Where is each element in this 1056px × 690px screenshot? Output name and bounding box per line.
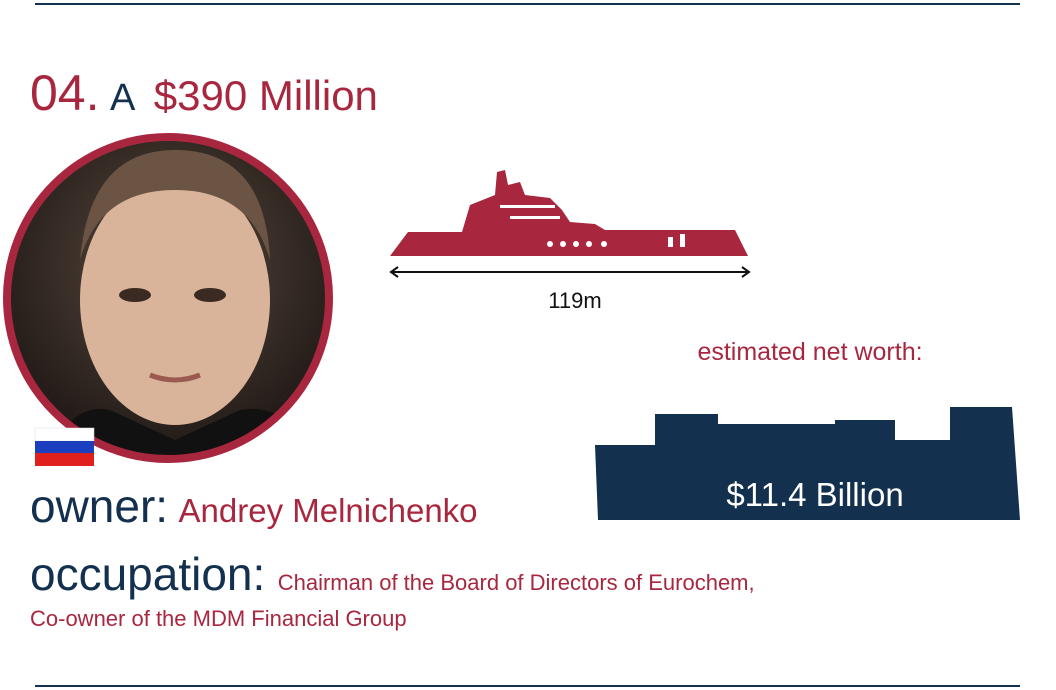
- occupation-text-2: Co-owner of the MDM Financial Group: [30, 606, 407, 631]
- occupation-text-1: Chairman of the Board of Directors of Eu…: [278, 570, 755, 595]
- occupation-line: occupation: Chairman of the Board of Dir…: [30, 548, 755, 600]
- yacht-icon: [390, 170, 748, 256]
- owner-name: Andrey Melnichenko: [179, 492, 478, 529]
- length-arrow: [389, 266, 751, 278]
- owner-line: owner: Andrey Melnichenko: [30, 480, 478, 532]
- title-price: $390 Million: [154, 72, 378, 119]
- net-worth-label: estimated net worth:: [697, 338, 922, 366]
- owner-label: owner:: [30, 480, 168, 532]
- portrait: [3, 133, 333, 463]
- title-number: 04.: [30, 65, 100, 121]
- net-worth-value: $11.4 Billion: [726, 476, 903, 513]
- money-stack: [595, 407, 1020, 520]
- russia-flag: [34, 427, 95, 466]
- occupation-label: occupation:: [30, 548, 265, 600]
- title-article: A: [110, 77, 136, 119]
- yacht-length: 119m: [548, 288, 601, 313]
- title: 04. A $390 Million: [30, 65, 378, 121]
